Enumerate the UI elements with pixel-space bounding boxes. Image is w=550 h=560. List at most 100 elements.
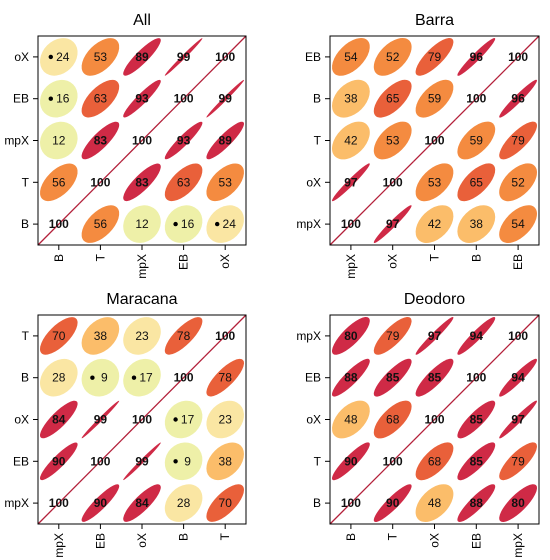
correlation-ellipse <box>331 400 370 439</box>
correlation-ellipse <box>81 358 120 397</box>
correlation-ellipse <box>499 484 537 522</box>
correlation-ellipse <box>499 121 537 160</box>
cell-value: 80 <box>511 496 525 510</box>
cell-value: 38 <box>470 217 484 231</box>
cell-value: 24 <box>223 217 237 231</box>
cell-value: 42 <box>344 134 358 148</box>
cell-value: 9 <box>101 371 108 385</box>
cell-value: 100 <box>424 413 444 427</box>
cell-value: 100 <box>174 92 194 106</box>
correlation-ellipse <box>373 316 412 355</box>
cell-value: 99 <box>219 92 233 106</box>
y-tick-label: T <box>314 134 322 148</box>
cell-value: 12 <box>52 134 66 148</box>
correlation-ellipse <box>123 442 161 481</box>
cell-value: 23 <box>135 329 149 343</box>
cell-value: 100 <box>174 371 194 385</box>
correlation-ellipse <box>415 316 454 355</box>
cell-value: 100 <box>90 175 110 189</box>
cell-value: 100 <box>215 50 235 64</box>
correlation-ellipse <box>415 358 454 397</box>
x-tick-label: B <box>52 254 66 262</box>
cell-value: 84 <box>52 413 66 427</box>
correlation-ellipse <box>164 163 203 202</box>
cell-value: 85 <box>386 371 400 385</box>
cell-value: 52 <box>511 175 525 189</box>
correlation-ellipse <box>373 121 412 160</box>
y-tick-label: oX <box>14 50 29 64</box>
cell-value: 28 <box>177 496 191 510</box>
cell-value: 79 <box>511 454 525 468</box>
correlation-ellipse <box>206 442 244 481</box>
x-tick-label: T <box>93 253 107 261</box>
correlation-ellipse <box>206 358 244 397</box>
cell-value: 9 <box>184 454 191 468</box>
cell-value: 38 <box>219 454 233 468</box>
correlation-ellipse <box>457 205 496 244</box>
correlation-ellipse <box>206 121 244 160</box>
cell-value: 94 <box>470 329 484 343</box>
cell-value: 100 <box>508 329 528 343</box>
significance-dot <box>90 375 95 380</box>
cell-value: 65 <box>470 175 484 189</box>
correlation-ellipse <box>123 317 161 355</box>
correlation-ellipse <box>331 121 370 160</box>
correlation-ellipse <box>40 163 78 202</box>
panel-title: All <box>133 12 151 29</box>
x-tick-label: oX <box>135 533 149 548</box>
x-tick-label: mpX <box>135 254 149 279</box>
cell-value: 89 <box>219 134 233 148</box>
correlation-ellipse <box>164 400 203 439</box>
correlation-ellipse <box>81 38 120 76</box>
correlation-ellipse <box>457 484 496 523</box>
y-tick-label: EB <box>305 50 321 64</box>
cell-value: 52 <box>386 50 400 64</box>
cell-value: 48 <box>428 496 442 510</box>
panel-title: Barra <box>415 12 454 29</box>
correlation-ellipse <box>331 317 370 355</box>
y-tick-label: EB <box>13 92 29 106</box>
y-tick-label: B <box>313 496 321 510</box>
cell-value: 42 <box>428 217 442 231</box>
diagonal-mark <box>329 481 373 525</box>
correlation-ellipse <box>415 37 454 76</box>
y-tick-label: B <box>313 92 321 106</box>
cell-value: 90 <box>344 454 358 468</box>
correlation-ellipse <box>206 79 245 118</box>
corrplot-panel-all: All 24 53 89 99 100 16 63 93 100 99 12 83 100 93 89 56 10… <box>4 12 247 279</box>
y-tick-label: T <box>22 329 30 343</box>
cell-value: 16 <box>56 92 70 106</box>
correlation-ellipse <box>206 205 244 243</box>
correlation-ellipse <box>164 38 203 76</box>
cell-value: 28 <box>52 371 66 385</box>
cell-value: 100 <box>383 175 403 189</box>
y-tick-label: T <box>314 454 322 468</box>
cell-value: 54 <box>344 50 358 64</box>
correlation-ellipse <box>457 442 496 481</box>
cell-value: 96 <box>470 50 484 64</box>
cell-value: 99 <box>177 50 191 64</box>
correlation-ellipse <box>457 121 496 160</box>
corrplot-panel-deodoro: Deodoro 80 79 97 94 100 88 85 85 100 94 48 68 100 85 97… <box>296 291 540 558</box>
correlation-ellipse <box>123 205 161 243</box>
cell-value: 100 <box>466 371 486 385</box>
cell-value: 100 <box>90 454 110 468</box>
correlation-ellipse <box>81 205 120 243</box>
cell-value: 54 <box>511 217 525 231</box>
correlation-ellipse <box>415 163 454 202</box>
correlation-ellipse <box>123 38 161 76</box>
cell-value: 65 <box>386 92 400 106</box>
cell-value: 97 <box>511 413 525 427</box>
diagonal-mark <box>79 160 122 204</box>
correlation-ellipse <box>164 205 203 243</box>
cell-value: 38 <box>94 329 108 343</box>
cell-value: 56 <box>52 175 66 189</box>
significance-dot <box>215 221 220 227</box>
cell-value: 93 <box>177 134 191 148</box>
cell-value: 59 <box>428 92 442 106</box>
correlation-ellipse <box>373 205 412 244</box>
correlation-ellipse <box>457 316 496 355</box>
correlation-ellipse <box>123 163 161 202</box>
x-tick-label: mpX <box>52 533 66 558</box>
correlation-ellipse <box>206 163 244 202</box>
